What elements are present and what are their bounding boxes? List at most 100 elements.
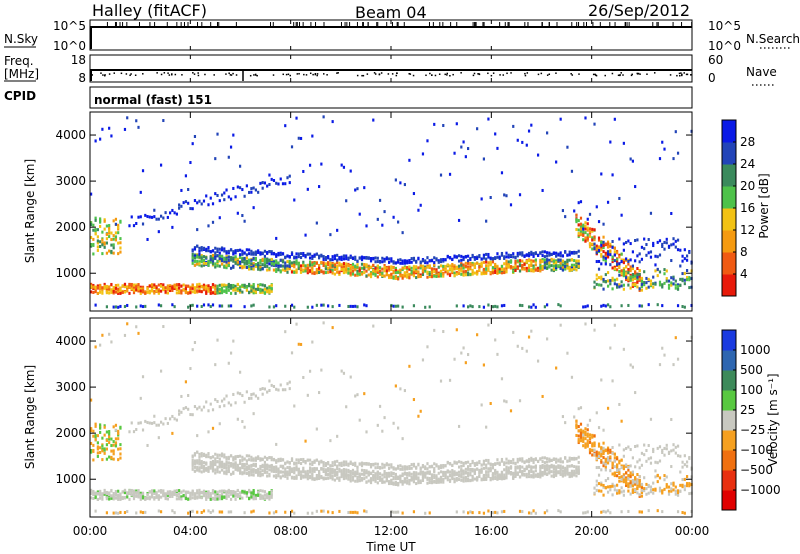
velocity-cell [451, 469, 454, 473]
power-cell [225, 250, 228, 254]
velocity-cell [399, 474, 402, 478]
power-cell [390, 259, 393, 263]
power-cell [665, 237, 668, 241]
velocity-cell [320, 509, 323, 513]
power-cell [354, 255, 357, 259]
power-cell [557, 253, 560, 257]
velocity-cell [128, 497, 131, 501]
power-cell [570, 268, 574, 272]
power-cell [394, 268, 397, 272]
power-cell [250, 258, 253, 262]
velocity-cell [442, 463, 445, 467]
velocity-cell [275, 470, 278, 474]
power-cell [169, 211, 172, 215]
velocity-cell [137, 421, 140, 425]
power-cell [620, 272, 623, 276]
velocity-cell [241, 394, 244, 398]
velocity-cell [342, 463, 346, 467]
power-cell [509, 203, 513, 207]
power-cell [311, 261, 314, 265]
velocity-cell [259, 387, 262, 391]
nave-dot [594, 73, 596, 76]
velocity-cell [297, 467, 300, 471]
velocity-cell [347, 462, 350, 466]
power-cell [234, 291, 237, 295]
power-cell [358, 268, 361, 272]
velocity-cell [421, 465, 425, 469]
power-cell [489, 260, 492, 264]
power-cell [220, 286, 224, 290]
velocity-cell [153, 414, 156, 418]
power-cell [117, 305, 120, 309]
power-cell [559, 117, 562, 121]
velocity-cell [487, 509, 490, 513]
power-cell [394, 276, 397, 280]
power-cell [665, 269, 668, 273]
velocity-cell [137, 491, 140, 495]
power-cell [652, 244, 655, 248]
velocity-cell [399, 476, 402, 480]
power-cell [299, 267, 303, 271]
velocity-cell [356, 475, 359, 479]
power-cell [198, 260, 201, 264]
power-cell [318, 254, 321, 258]
power-cell [295, 255, 298, 259]
power-cell [232, 256, 235, 260]
power-cell [618, 270, 621, 274]
y-tick-label: 3000 [55, 174, 86, 188]
power-cell [200, 256, 203, 260]
power-cell [451, 257, 454, 261]
velocity-cell [318, 477, 321, 481]
velocity-cell [196, 489, 199, 493]
velocity-cell [216, 490, 219, 494]
power-cell [345, 270, 348, 274]
power-cell [193, 134, 197, 138]
power-cell [613, 253, 616, 257]
velocity-cell [387, 471, 391, 475]
power-cell [369, 259, 373, 263]
nave-dot [524, 74, 527, 77]
power-cell [200, 285, 203, 289]
power-cell [503, 303, 506, 307]
power-cell [514, 255, 517, 259]
velocity-cell [238, 454, 242, 458]
power-cell [568, 265, 571, 269]
power-cell [600, 248, 603, 252]
power-cell [613, 278, 616, 282]
power-cell [229, 266, 233, 270]
power-cell [575, 218, 578, 222]
power-cell [383, 259, 386, 263]
velocity-cell [507, 461, 510, 465]
power-cell [126, 285, 129, 289]
nave-dot [197, 74, 200, 77]
velocity-cell [455, 476, 458, 480]
power-cell [602, 240, 605, 244]
power-cell [259, 288, 262, 292]
power-cell [676, 287, 680, 291]
power-cell [521, 265, 524, 269]
velocity-cell [539, 469, 542, 473]
velocity-cell [166, 492, 169, 496]
power-cell [615, 283, 619, 287]
power-cell [135, 119, 138, 123]
velocity-cell [108, 332, 111, 336]
power-cell [681, 305, 684, 309]
velocity-cell [527, 457, 531, 461]
power-cell [672, 282, 675, 286]
velocity-cell [259, 467, 262, 471]
nave-dot [620, 72, 622, 74]
power-cell [92, 283, 95, 287]
power-cell [457, 272, 461, 276]
velocity-cell [94, 345, 97, 349]
velocity-cell [507, 459, 510, 463]
power-cell [661, 242, 664, 246]
power-cell [245, 262, 248, 266]
power-cell [254, 188, 257, 192]
nave-dot [326, 74, 328, 76]
velocity-cell [223, 495, 226, 499]
velocity-cell [302, 474, 305, 478]
power-cell [521, 259, 524, 263]
power-cell [670, 281, 673, 285]
power-cell [679, 248, 682, 252]
velocity-cell [114, 492, 118, 496]
